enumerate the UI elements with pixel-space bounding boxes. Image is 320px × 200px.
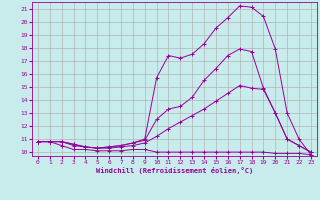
X-axis label: Windchill (Refroidissement éolien,°C): Windchill (Refroidissement éolien,°C)	[96, 167, 253, 174]
